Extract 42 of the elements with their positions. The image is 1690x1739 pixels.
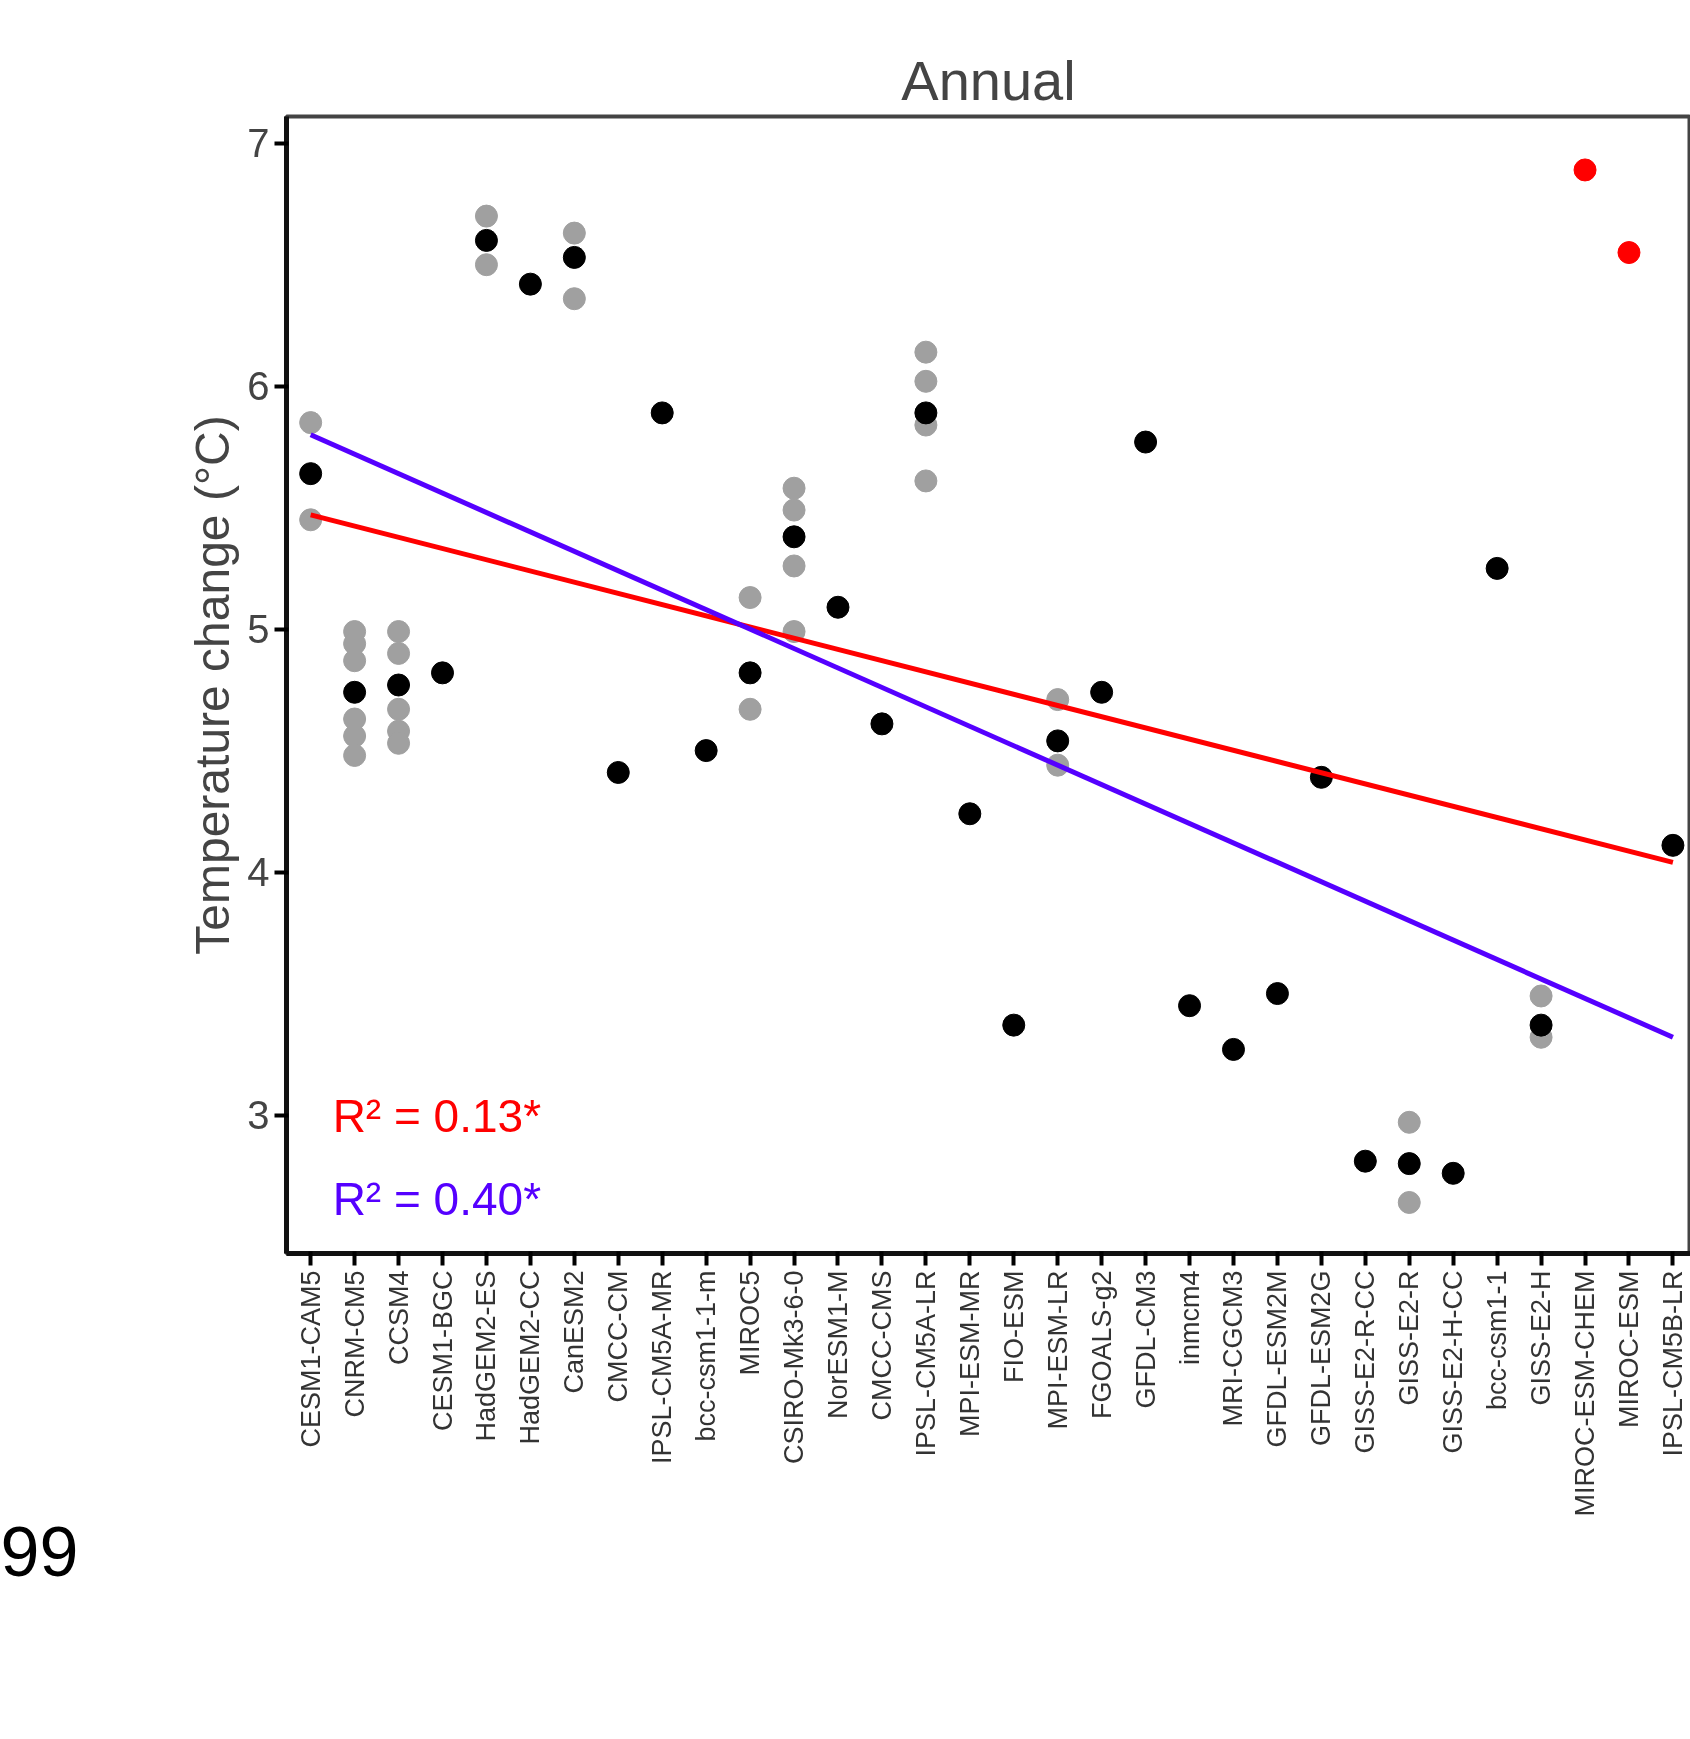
x-tick-label: bcc-csm1-1	[1482, 1270, 1513, 1411]
x-tick-label: NorESM1-M	[822, 1270, 853, 1420]
text: 99	[0, 1512, 79, 1591]
annotation: R² = 0.13*	[332, 1090, 542, 1143]
x-tick-label: CMCC-CMS	[866, 1270, 897, 1421]
x-tick-label: IPSL-CM5A-MR	[647, 1270, 678, 1465]
x-tick-label: MRI-CGCM3	[1218, 1270, 1249, 1427]
x-tick-label: HadGEM2-CC	[515, 1270, 546, 1445]
x-tick-label: CNRM-CM5	[339, 1270, 370, 1418]
x-tick-label: GFDL-ESM2M	[1262, 1270, 1293, 1448]
x-tick-label: CESM1-CAM5	[295, 1270, 326, 1448]
x-tick-label: CanESM2	[559, 1270, 590, 1394]
x-tick-label: GFDL-CM3	[1130, 1270, 1161, 1409]
y-tick-label: 4	[247, 850, 270, 895]
x-tick-label: HadGEM2-ES	[471, 1270, 502, 1442]
x-tick-label: FIO-ESM	[998, 1270, 1029, 1383]
y-axis-title: Temperature change (°C)	[186, 415, 240, 955]
x-tick-label: CSIRO-Mk3-6-0	[779, 1270, 810, 1465]
y-tick-label: 6	[247, 364, 270, 409]
x-tick-label: GFDL-ESM2G	[1306, 1270, 1337, 1447]
x-tick-label: IPSL-CM5A-LR	[910, 1270, 941, 1457]
x-tick-label: MPI-ESM-LR	[1042, 1270, 1073, 1430]
x-tick-label: GISS-E2-R	[1394, 1270, 1425, 1406]
y-tick-label: 3	[247, 1093, 270, 1138]
x-tick-label: GISS-E2-H	[1526, 1270, 1557, 1406]
x-tick-label: MIROC-ESM	[1613, 1270, 1644, 1428]
x-tick-label: IPSL-CM5B-LR	[1657, 1270, 1688, 1457]
y-tick-label: 7	[247, 121, 270, 166]
x-tick-label: MIROC-ESM-CHEM	[1570, 1270, 1601, 1517]
x-tick-label: FGOALS-g2	[1086, 1270, 1117, 1420]
x-tick-label: GISS-E2-R-CC	[1350, 1270, 1381, 1454]
chart-title: Annual	[901, 48, 1076, 112]
x-tick-label: CCSM4	[383, 1270, 414, 1366]
x-tick-label: CESM1-BGC	[427, 1270, 458, 1432]
x-tick-label: CMCC-CM	[603, 1270, 634, 1403]
x-tick-label: MIROC5	[735, 1270, 766, 1376]
x-tick-label: MPI-ESM-MR	[954, 1270, 985, 1437]
y-tick-label: 5	[247, 607, 270, 652]
x-tick-label: inmcm4	[1174, 1270, 1205, 1366]
annotation: R² = 0.40*	[332, 1173, 542, 1226]
x-tick-label: bcc-csm1-1-m	[691, 1270, 722, 1442]
x-tick-label: GISS-E2-H-CC	[1438, 1270, 1469, 1454]
